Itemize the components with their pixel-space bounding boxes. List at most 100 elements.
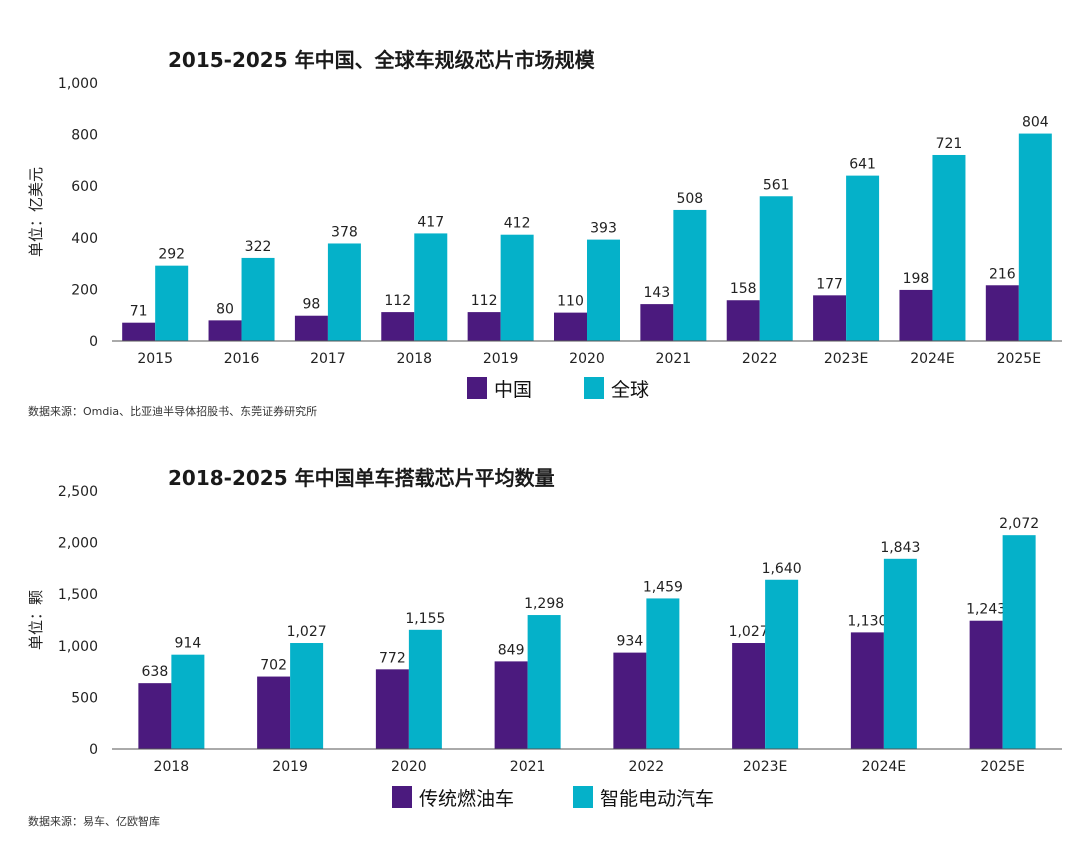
- bar-series2: [883, 558, 917, 749]
- data-label: 721: [936, 136, 963, 152]
- x-tick-label: 2015: [137, 351, 173, 367]
- x-tick-label: 2017: [310, 351, 346, 367]
- bar-series2: [527, 615, 561, 749]
- bar-series1: [726, 300, 760, 341]
- x-tick-label: 2019: [483, 351, 519, 367]
- bar-series2: [759, 196, 793, 341]
- y-axis-label: 单位：亿美元: [27, 167, 45, 257]
- data-label: 772: [379, 650, 406, 666]
- legend-swatch: [392, 786, 412, 808]
- data-label: 702: [260, 658, 287, 674]
- bar-series1: [257, 676, 291, 749]
- data-label: 804: [1022, 115, 1049, 131]
- chart-panel-market-size: 2015-2025 年中国、全球车规级芯片市场规模 0 200 400 600 800 1…: [27, 48, 1062, 418]
- data-label: 914: [175, 636, 202, 652]
- data-label: 393: [590, 221, 617, 237]
- data-label: 1,459: [643, 579, 683, 595]
- market-size-bar-chart: 0 200 400 600 800 1,000 单位：亿美元 71 292 2015 80 322 20…: [27, 76, 1062, 400]
- bar-series1: [899, 289, 933, 341]
- x-tick-label: 2022: [742, 351, 778, 367]
- bar-series2: [241, 257, 275, 341]
- data-label: 112: [471, 293, 498, 309]
- legend-label: 传统燃油车: [419, 788, 514, 810]
- data-label: 143: [643, 285, 670, 301]
- data-label: 158: [730, 281, 757, 297]
- bar-series1: [850, 632, 884, 749]
- bar-series1: [985, 285, 1019, 341]
- bar-series2: [587, 239, 620, 341]
- data-label: 1,298: [524, 596, 564, 612]
- x-tick-label: 2024E: [910, 351, 954, 367]
- data-label: 112: [384, 293, 411, 309]
- data-label: 71: [130, 304, 148, 320]
- x-tick-label: 2021: [510, 759, 546, 775]
- x-tick-label: 2020: [391, 759, 427, 775]
- bar-series2: [1002, 535, 1036, 749]
- y-tick-label: 0: [89, 742, 98, 758]
- bar-series2: [327, 243, 361, 341]
- data-label: 1,843: [880, 540, 920, 556]
- bar-series1: [813, 295, 847, 341]
- x-tick-label: 2023E: [743, 759, 787, 775]
- data-label: 1,640: [762, 561, 802, 577]
- data-label: 98: [302, 297, 320, 313]
- x-tick-label: 2016: [224, 351, 260, 367]
- data-label: 292: [158, 247, 185, 263]
- bar-series2: [171, 654, 205, 749]
- data-label: 80: [216, 301, 234, 317]
- bar-series2: [846, 175, 880, 341]
- data-label: 561: [763, 177, 790, 193]
- legend-swatch: [467, 377, 487, 399]
- x-tick-label: 2018: [154, 759, 190, 775]
- bar-series2: [414, 233, 448, 341]
- bar-series1: [381, 312, 415, 341]
- x-tick-label: 2021: [656, 351, 692, 367]
- x-tick-label: 2024E: [862, 759, 906, 775]
- bar-series2: [1018, 133, 1052, 341]
- data-label: 177: [816, 276, 843, 292]
- data-label: 322: [245, 239, 272, 255]
- source-note: 数据来源：Omdia、比亚迪半导体招股书、东莞证券研究所: [28, 405, 318, 418]
- data-label: 1,027: [729, 624, 769, 640]
- data-label: 378: [331, 224, 358, 240]
- y-tick-label: 0: [89, 334, 98, 350]
- data-label: 1,155: [405, 611, 445, 627]
- x-tick-label: 2019: [272, 759, 308, 775]
- x-tick-label: 2018: [396, 351, 432, 367]
- bar-series1: [613, 652, 647, 749]
- data-label: 641: [849, 157, 876, 173]
- data-label: 2,072: [999, 516, 1039, 532]
- bar-series1: [969, 620, 1003, 749]
- bar-series1: [122, 322, 156, 341]
- bar-series1: [375, 669, 409, 749]
- bar-series2: [765, 579, 799, 749]
- bar-series2: [646, 598, 680, 749]
- bar-series1: [208, 320, 242, 341]
- y-tick-label: 2,500: [58, 484, 98, 500]
- data-label: 417: [417, 214, 444, 230]
- chart-panel-chip-count: 2018-2025 年中国单车搭载芯片平均数量 0 500 1,000 1,500 2,…: [0, 440, 1080, 850]
- y-axis-label: 单位：颗: [27, 590, 45, 650]
- y-tick-label: 1,000: [58, 639, 98, 655]
- legend-label: 中国: [494, 379, 532, 400]
- y-tick-label: 400: [71, 231, 98, 247]
- data-label: 934: [617, 634, 644, 650]
- data-label: 1,243: [966, 602, 1006, 618]
- bar-series2: [500, 234, 534, 341]
- source-note: 数据来源：易车、亿欧智库: [28, 815, 160, 828]
- y-tick-label: 800: [71, 128, 98, 144]
- bar-series1: [732, 643, 766, 749]
- chip-count-bar-chart: 0 500 1,000 1,500 2,000 2,500 单位：颗 638 914 2018 70…: [27, 484, 1062, 810]
- y-tick-label: 600: [71, 179, 98, 195]
- bar-series2: [155, 265, 189, 341]
- x-tick-label: 2022: [629, 759, 665, 775]
- y-tick-label: 2,000: [58, 536, 98, 552]
- data-label: 1,027: [287, 624, 327, 640]
- data-label: 508: [676, 191, 703, 207]
- data-label: 110: [557, 294, 584, 310]
- x-tick-label: 2025E: [997, 351, 1041, 367]
- data-label: 216: [989, 266, 1016, 282]
- bar-series2: [673, 209, 707, 341]
- legend-label: 全球: [611, 379, 649, 400]
- bar-series1: [138, 683, 172, 749]
